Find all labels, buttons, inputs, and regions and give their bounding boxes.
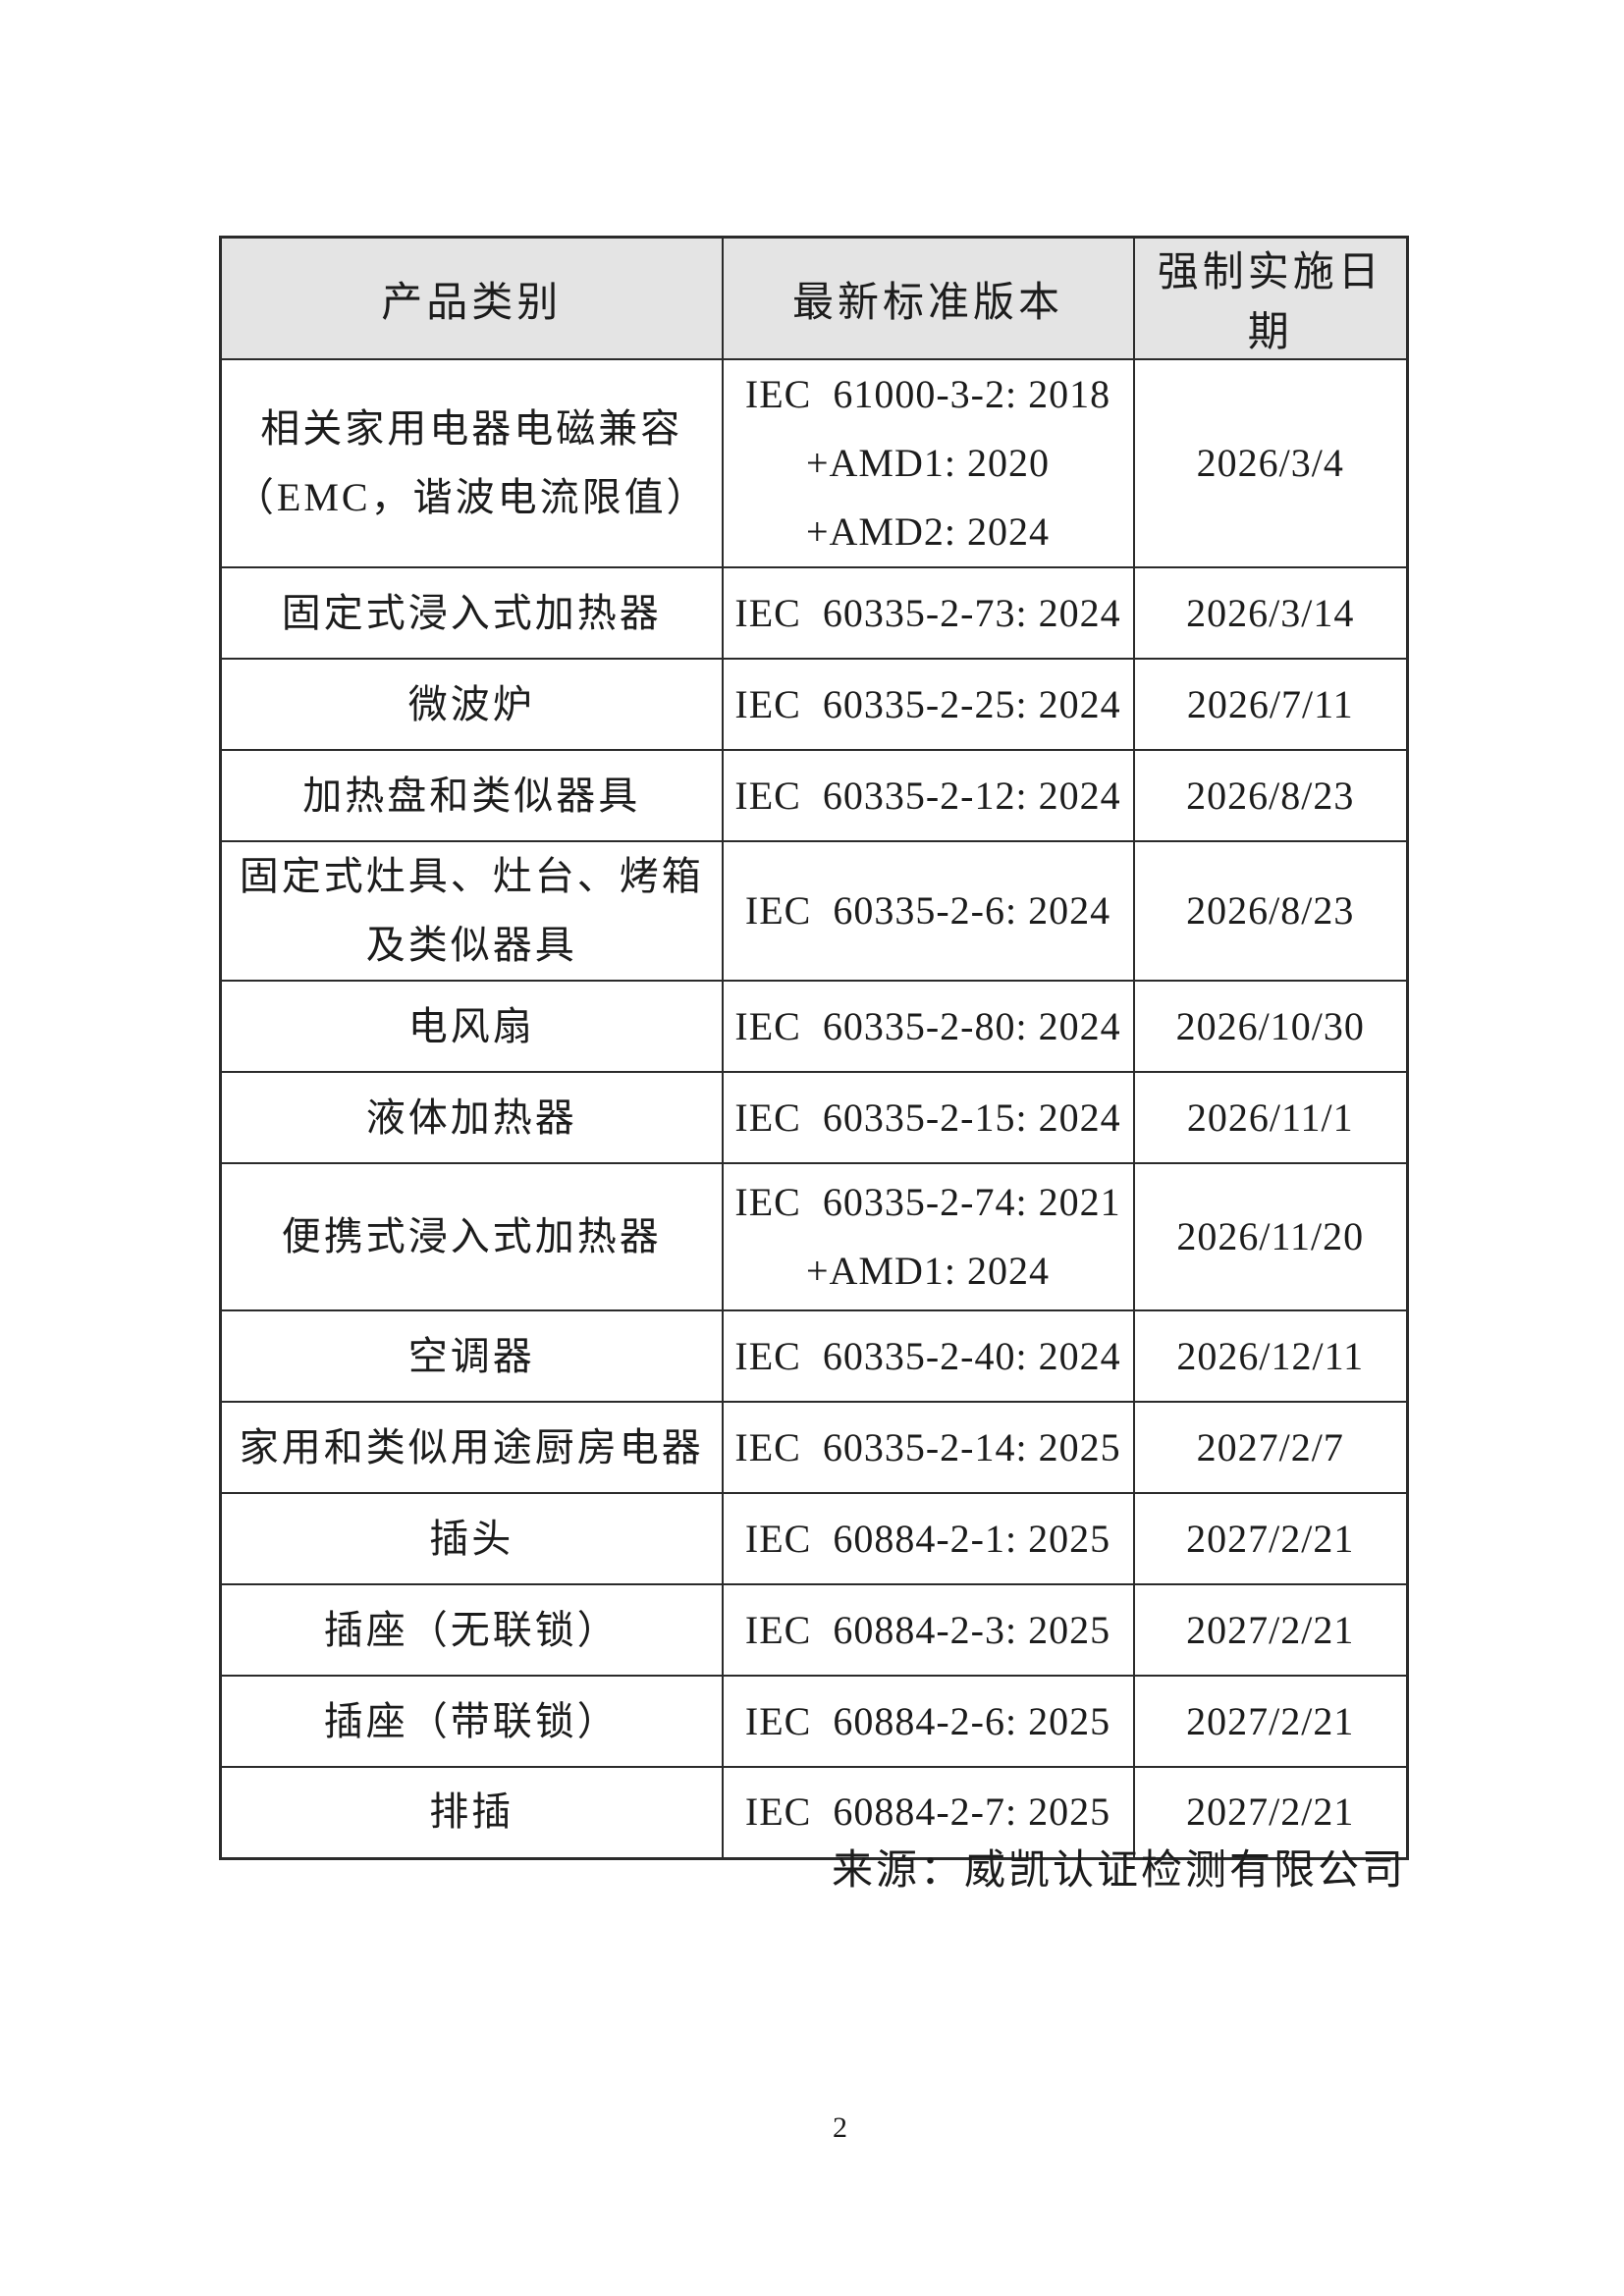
implementation-date-cell: 2026/8/23 — [1132, 749, 1409, 842]
product-category-cell: 电风扇 — [219, 980, 724, 1073]
table-row: 加热盘和类似器具 IEC 60335-2-12: 2024 2026/8/23 — [219, 749, 1409, 842]
standard-version-cell: IEC 60335-2-6: 2024 — [721, 840, 1135, 982]
implementation-date-cell: 2026/12/11 — [1132, 1309, 1409, 1403]
table-row: 固定式灶具、灶台、烤箱 及类似器具 IEC 60335-2-6: 2024 20… — [219, 840, 1409, 982]
table-row: 微波炉 IEC 60335-2-25: 2024 2026/7/11 — [219, 658, 1409, 751]
standard-version-cell: IEC 60335-2-14: 2025 — [721, 1401, 1135, 1494]
source-attribution: 来源：威凯认证检测有限公司 — [831, 1848, 1406, 1894]
standard-version-cell: IEC 60884-2-6: 2025 — [721, 1675, 1135, 1768]
table-row: 便携式浸入式加热器 IEC 60335-2-74: 2021 +AMD1: 20… — [219, 1162, 1409, 1311]
implementation-date-cell: 2026/11/20 — [1132, 1162, 1409, 1311]
standard-version-cell: IEC 60335-2-73: 2024 — [721, 566, 1135, 660]
standard-version-cell: IEC 60335-2-74: 2021 +AMD1: 2024 — [721, 1162, 1135, 1311]
implementation-date-cell: 2026/11/1 — [1132, 1071, 1409, 1164]
table-header-row: 产品类别 最新标准版本 强制实施日期 — [219, 236, 1409, 360]
product-category-cell: 插座（无联锁） — [219, 1583, 724, 1677]
implementation-date-cell: 2027/2/21 — [1132, 1766, 1409, 1859]
standard-version-cell: IEC 60884-2-1: 2025 — [721, 1492, 1135, 1585]
standard-version-cell: IEC 60335-2-12: 2024 — [721, 749, 1135, 842]
product-category-cell: 排插 — [219, 1766, 724, 1859]
implementation-date-cell: 2026/3/14 — [1132, 566, 1409, 660]
product-category-cell: 微波炉 — [219, 658, 724, 751]
implementation-date-cell: 2027/2/21 — [1132, 1675, 1409, 1768]
column-header-mandatory-implementation-date: 强制实施日期 — [1132, 236, 1409, 360]
product-category-cell: 插头 — [219, 1492, 724, 1585]
standard-version-cell: IEC 60335-2-25: 2024 — [721, 658, 1135, 751]
standard-version-cell: IEC 60335-2-40: 2024 — [721, 1309, 1135, 1403]
column-header-latest-standard-version: 最新标准版本 — [721, 236, 1135, 360]
implementation-date-cell: 2026/7/11 — [1132, 658, 1409, 751]
product-category-cell: 空调器 — [219, 1309, 724, 1403]
implementation-date-cell: 2027/2/21 — [1132, 1492, 1409, 1585]
table-row: 插座（带联锁） IEC 60884-2-6: 2025 2027/2/21 — [219, 1675, 1409, 1768]
product-category-cell: 相关家用电器电磁兼容 （EMC，谐波电流限值） — [219, 358, 724, 568]
product-category-cell: 便携式浸入式加热器 — [219, 1162, 724, 1311]
standards-table: 产品类别 最新标准版本 强制实施日期 相关家用电器电磁兼容 （EMC，谐波电流限… — [219, 236, 1409, 1860]
table-row: 相关家用电器电磁兼容 （EMC，谐波电流限值） IEC 61000-3-2: 2… — [219, 358, 1409, 568]
table-row: 固定式浸入式加热器 IEC 60335-2-73: 2024 2026/3/14 — [219, 566, 1409, 660]
column-header-product-category: 产品类别 — [219, 236, 724, 360]
implementation-date-cell: 2026/3/4 — [1132, 358, 1409, 568]
table-row: 排插 IEC 60884-2-7: 2025 2027/2/21 — [219, 1766, 1409, 1859]
standard-version-cell: IEC 61000-3-2: 2018 +AMD1: 2020 +AMD2: 2… — [721, 358, 1135, 568]
table-row: 插座（无联锁） IEC 60884-2-3: 2025 2027/2/21 — [219, 1583, 1409, 1677]
product-category-cell: 固定式灶具、灶台、烤箱 及类似器具 — [219, 840, 724, 982]
standard-version-cell: IEC 60884-2-7: 2025 — [721, 1766, 1135, 1859]
standard-version-cell: IEC 60884-2-3: 2025 — [721, 1583, 1135, 1677]
table-row: 家用和类似用途厨房电器 IEC 60335-2-14: 2025 2027/2/… — [219, 1401, 1409, 1494]
implementation-date-cell: 2026/10/30 — [1132, 980, 1409, 1073]
implementation-date-cell: 2026/8/23 — [1132, 840, 1409, 982]
standard-version-cell: IEC 60335-2-15: 2024 — [721, 1071, 1135, 1164]
table-row: 空调器 IEC 60335-2-40: 2024 2026/12/11 — [219, 1309, 1409, 1403]
table-row: 电风扇 IEC 60335-2-80: 2024 2026/10/30 — [219, 980, 1409, 1073]
implementation-date-cell: 2027/2/21 — [1132, 1583, 1409, 1677]
product-category-cell: 家用和类似用途厨房电器 — [219, 1401, 724, 1494]
standard-version-cell: IEC 60335-2-80: 2024 — [721, 980, 1135, 1073]
product-category-cell: 加热盘和类似器具 — [219, 749, 724, 842]
page-number: 2 — [833, 2111, 847, 2144]
table-row: 液体加热器 IEC 60335-2-15: 2024 2026/11/1 — [219, 1071, 1409, 1164]
product-category-cell: 固定式浸入式加热器 — [219, 566, 724, 660]
implementation-date-cell: 2027/2/7 — [1132, 1401, 1409, 1494]
product-category-cell: 插座（带联锁） — [219, 1675, 724, 1768]
product-category-cell: 液体加热器 — [219, 1071, 724, 1164]
table-row: 插头 IEC 60884-2-1: 2025 2027/2/21 — [219, 1492, 1409, 1585]
